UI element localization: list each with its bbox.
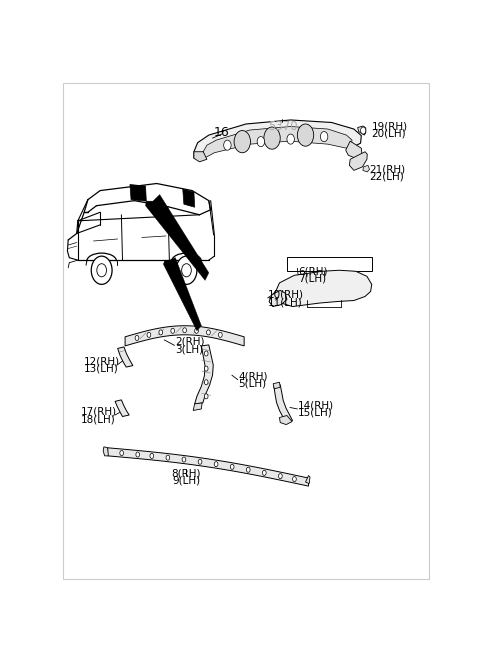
Text: 8(RH): 8(RH) <box>172 468 201 478</box>
Text: 16: 16 <box>214 126 230 139</box>
Circle shape <box>171 328 175 333</box>
Polygon shape <box>349 152 367 170</box>
Polygon shape <box>130 185 146 201</box>
Text: 5370: 5370 <box>268 119 297 132</box>
Text: 19(RH): 19(RH) <box>372 121 408 131</box>
Polygon shape <box>274 384 292 422</box>
Polygon shape <box>273 383 280 389</box>
Text: 10(RH): 10(RH) <box>267 290 303 299</box>
Circle shape <box>264 127 280 149</box>
Circle shape <box>297 124 314 146</box>
Polygon shape <box>279 415 292 424</box>
Circle shape <box>181 264 192 277</box>
Circle shape <box>120 451 123 456</box>
Circle shape <box>204 394 208 399</box>
Text: 5(LH): 5(LH) <box>239 379 267 388</box>
Text: 21(RH): 21(RH) <box>369 164 405 174</box>
Polygon shape <box>115 400 129 417</box>
Text: 20(LH): 20(LH) <box>372 128 407 139</box>
Text: 12(RH): 12(RH) <box>84 356 120 366</box>
Polygon shape <box>203 126 352 159</box>
Polygon shape <box>275 271 372 307</box>
Circle shape <box>166 455 170 460</box>
Circle shape <box>293 477 296 481</box>
Circle shape <box>204 366 208 371</box>
Polygon shape <box>346 141 362 159</box>
Text: 9(LH): 9(LH) <box>172 476 201 485</box>
Polygon shape <box>269 290 287 307</box>
Polygon shape <box>194 120 361 159</box>
Circle shape <box>234 130 251 153</box>
Text: 4(RH): 4(RH) <box>239 371 268 381</box>
Circle shape <box>176 256 197 284</box>
Circle shape <box>91 256 112 284</box>
Circle shape <box>159 330 163 335</box>
Polygon shape <box>194 152 207 162</box>
Polygon shape <box>118 347 133 367</box>
Circle shape <box>246 467 250 472</box>
Circle shape <box>214 462 218 466</box>
Circle shape <box>136 452 140 457</box>
Text: 11(LH): 11(LH) <box>267 297 302 307</box>
Circle shape <box>278 474 282 479</box>
Circle shape <box>204 351 208 356</box>
Circle shape <box>206 330 210 335</box>
Polygon shape <box>163 257 202 331</box>
Circle shape <box>135 335 139 341</box>
Text: 15(LH): 15(LH) <box>298 408 333 418</box>
Circle shape <box>97 264 107 277</box>
Polygon shape <box>195 345 213 404</box>
Text: 2(RH): 2(RH) <box>175 337 205 347</box>
Circle shape <box>218 332 222 337</box>
Circle shape <box>150 453 154 458</box>
Polygon shape <box>183 189 195 207</box>
Text: 13(LH): 13(LH) <box>84 364 119 373</box>
Circle shape <box>195 328 198 333</box>
Circle shape <box>257 137 264 147</box>
Circle shape <box>198 459 202 464</box>
Circle shape <box>224 140 231 150</box>
Text: 7(LH): 7(LH) <box>298 274 326 284</box>
Polygon shape <box>103 447 108 456</box>
Circle shape <box>147 332 151 337</box>
Bar <box>287 257 372 271</box>
Polygon shape <box>305 476 310 483</box>
Polygon shape <box>145 195 209 280</box>
Circle shape <box>182 457 186 462</box>
Text: 6(RH): 6(RH) <box>298 267 327 276</box>
Circle shape <box>263 470 266 476</box>
Text: 18(LH): 18(LH) <box>81 414 115 424</box>
Circle shape <box>360 127 366 134</box>
Polygon shape <box>108 448 309 486</box>
Polygon shape <box>125 326 244 346</box>
Text: 22(LH): 22(LH) <box>369 172 404 182</box>
Text: 17(RH): 17(RH) <box>81 407 117 417</box>
Circle shape <box>183 328 186 333</box>
Text: 3(LH): 3(LH) <box>175 345 204 354</box>
Circle shape <box>204 380 208 384</box>
Circle shape <box>230 464 234 470</box>
Polygon shape <box>193 403 202 411</box>
Polygon shape <box>363 165 370 172</box>
Polygon shape <box>358 126 366 135</box>
Circle shape <box>287 134 294 144</box>
Circle shape <box>321 132 328 141</box>
Text: 14(RH): 14(RH) <box>298 400 334 411</box>
